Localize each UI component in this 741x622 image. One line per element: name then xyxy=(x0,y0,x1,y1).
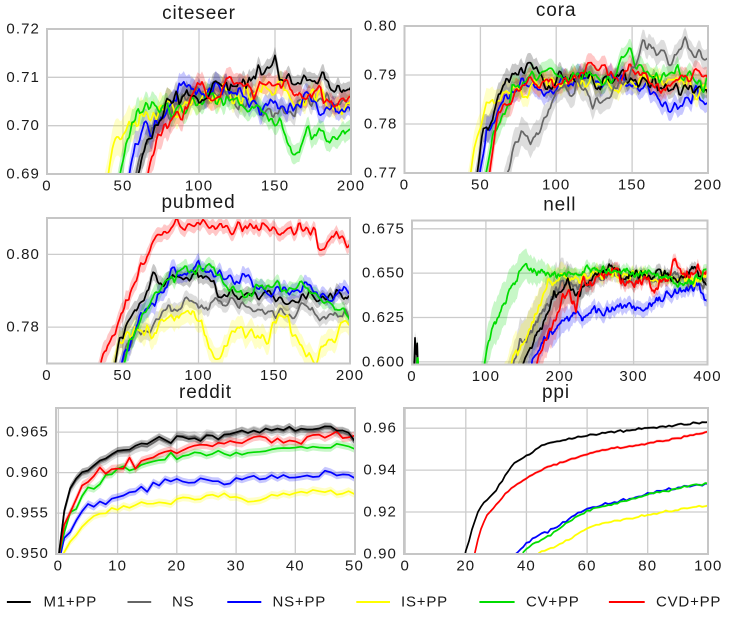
svg-text:200: 200 xyxy=(336,367,364,384)
svg-text:100: 100 xyxy=(185,178,213,195)
svg-text:pubmed: pubmed xyxy=(161,192,235,213)
svg-text:50: 50 xyxy=(345,558,364,575)
svg-text:150: 150 xyxy=(261,178,289,195)
svg-text:50: 50 xyxy=(114,178,133,195)
svg-text:40: 40 xyxy=(286,558,305,575)
svg-text:60: 60 xyxy=(578,558,597,575)
svg-text:100: 100 xyxy=(542,177,570,194)
svg-text:50: 50 xyxy=(471,177,490,194)
svg-text:200: 200 xyxy=(694,177,722,194)
svg-text:nell: nell xyxy=(543,195,576,216)
svg-text:CV+PP: CV+PP xyxy=(526,594,580,611)
svg-text:10: 10 xyxy=(108,558,127,575)
svg-text:30: 30 xyxy=(227,558,246,575)
svg-text:150: 150 xyxy=(260,367,288,384)
svg-text:200: 200 xyxy=(546,368,574,385)
svg-text:0.625: 0.625 xyxy=(362,309,405,326)
svg-text:0.650: 0.650 xyxy=(362,265,405,282)
svg-text:20: 20 xyxy=(167,558,186,575)
svg-text:NS: NS xyxy=(172,594,194,611)
svg-text:cora: cora xyxy=(536,0,577,21)
svg-text:0.600: 0.600 xyxy=(362,353,405,370)
svg-text:M1+PP: M1+PP xyxy=(44,594,98,611)
svg-text:0: 0 xyxy=(42,367,51,384)
svg-text:100: 100 xyxy=(694,558,722,575)
svg-text:0: 0 xyxy=(54,558,63,575)
svg-text:300: 300 xyxy=(619,368,647,385)
svg-text:200: 200 xyxy=(337,178,365,195)
svg-text:0.955: 0.955 xyxy=(6,505,49,522)
svg-text:0.96: 0.96 xyxy=(363,420,397,437)
svg-text:ppi: ppi xyxy=(542,382,570,403)
svg-text:0.69: 0.69 xyxy=(6,166,40,183)
svg-text:0.90: 0.90 xyxy=(363,545,397,562)
svg-text:0.70: 0.70 xyxy=(6,117,40,134)
svg-text:0.94: 0.94 xyxy=(363,462,397,479)
svg-text:0.92: 0.92 xyxy=(363,504,397,521)
svg-text:0.78: 0.78 xyxy=(364,116,398,133)
svg-text:100: 100 xyxy=(184,367,212,384)
svg-text:0: 0 xyxy=(407,368,416,385)
svg-text:0.80: 0.80 xyxy=(6,246,40,263)
svg-text:400: 400 xyxy=(693,368,721,385)
svg-text:0.675: 0.675 xyxy=(362,220,405,237)
svg-text:0.71: 0.71 xyxy=(6,69,40,86)
svg-text:0.79: 0.79 xyxy=(364,67,398,84)
svg-text:0.77: 0.77 xyxy=(364,165,398,182)
svg-text:NS+PP: NS+PP xyxy=(273,594,327,611)
svg-text:80: 80 xyxy=(638,558,657,575)
svg-text:0: 0 xyxy=(400,177,409,194)
svg-text:0.950: 0.950 xyxy=(6,545,49,562)
svg-text:CVD+PP: CVD+PP xyxy=(656,594,721,611)
svg-text:0.80: 0.80 xyxy=(364,18,398,35)
svg-text:40: 40 xyxy=(517,558,536,575)
svg-text:reddit: reddit xyxy=(179,382,232,403)
svg-text:0.78: 0.78 xyxy=(6,319,40,336)
svg-text:0: 0 xyxy=(42,178,51,195)
svg-text:0.72: 0.72 xyxy=(6,21,40,38)
svg-text:150: 150 xyxy=(618,177,646,194)
svg-text:20: 20 xyxy=(456,558,475,575)
svg-text:0.960: 0.960 xyxy=(6,464,49,481)
svg-text:0: 0 xyxy=(400,558,409,575)
svg-text:IS+PP: IS+PP xyxy=(401,594,448,611)
svg-text:0.965: 0.965 xyxy=(6,424,49,441)
svg-text:citeseer: citeseer xyxy=(162,3,236,24)
svg-text:50: 50 xyxy=(113,367,132,384)
svg-text:100: 100 xyxy=(472,368,500,385)
